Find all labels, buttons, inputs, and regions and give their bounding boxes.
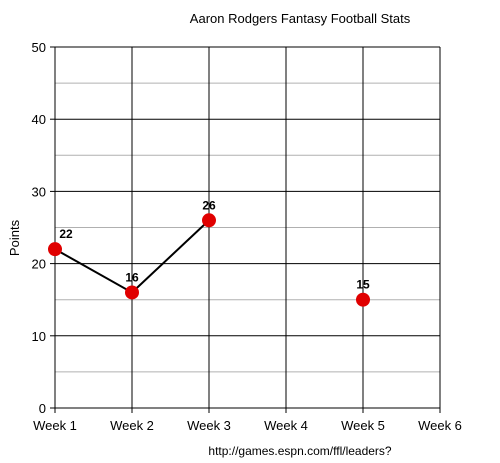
y-tick-label: 0 xyxy=(39,401,46,416)
data-point xyxy=(125,285,139,300)
y-tick-label: 40 xyxy=(32,112,46,127)
x-tick-label: Week 5 xyxy=(341,418,385,433)
data-label: 22 xyxy=(59,227,73,241)
data-point xyxy=(356,292,370,307)
x-tick-label: Week 3 xyxy=(187,418,231,433)
y-tick-labels: 0 10 20 30 40 50 xyxy=(32,40,46,416)
grid xyxy=(50,46,441,413)
data-label: 15 xyxy=(356,278,370,292)
source-url: http://games.espn.com/ffl/leaders? xyxy=(208,444,392,458)
x-tick-label: Week 1 xyxy=(33,418,77,433)
y-tick-label: 10 xyxy=(32,329,46,344)
data-label: 26 xyxy=(202,198,216,212)
x-tick-label: Week 2 xyxy=(110,418,154,433)
y-tick-label: 20 xyxy=(32,257,46,272)
data-point xyxy=(202,213,216,228)
series-line-segment xyxy=(131,219,210,294)
data-point xyxy=(48,242,62,257)
chart-title: Aaron Rodgers Fantasy Football Stats xyxy=(190,11,411,26)
y-tick-label: 30 xyxy=(32,184,46,199)
x-tick-label: Week 6 xyxy=(418,418,462,433)
series-line-segment xyxy=(54,248,133,294)
series-points: 22 16 26 15 xyxy=(48,198,370,307)
y-axis-label: Points xyxy=(7,219,22,256)
x-tick-labels: Week 1 Week 2 Week 3 Week 4 Week 5 Week 6 xyxy=(33,418,462,433)
y-tick-label: 50 xyxy=(32,40,46,55)
x-tick-label: Week 4 xyxy=(264,418,308,433)
data-label: 16 xyxy=(125,270,139,284)
